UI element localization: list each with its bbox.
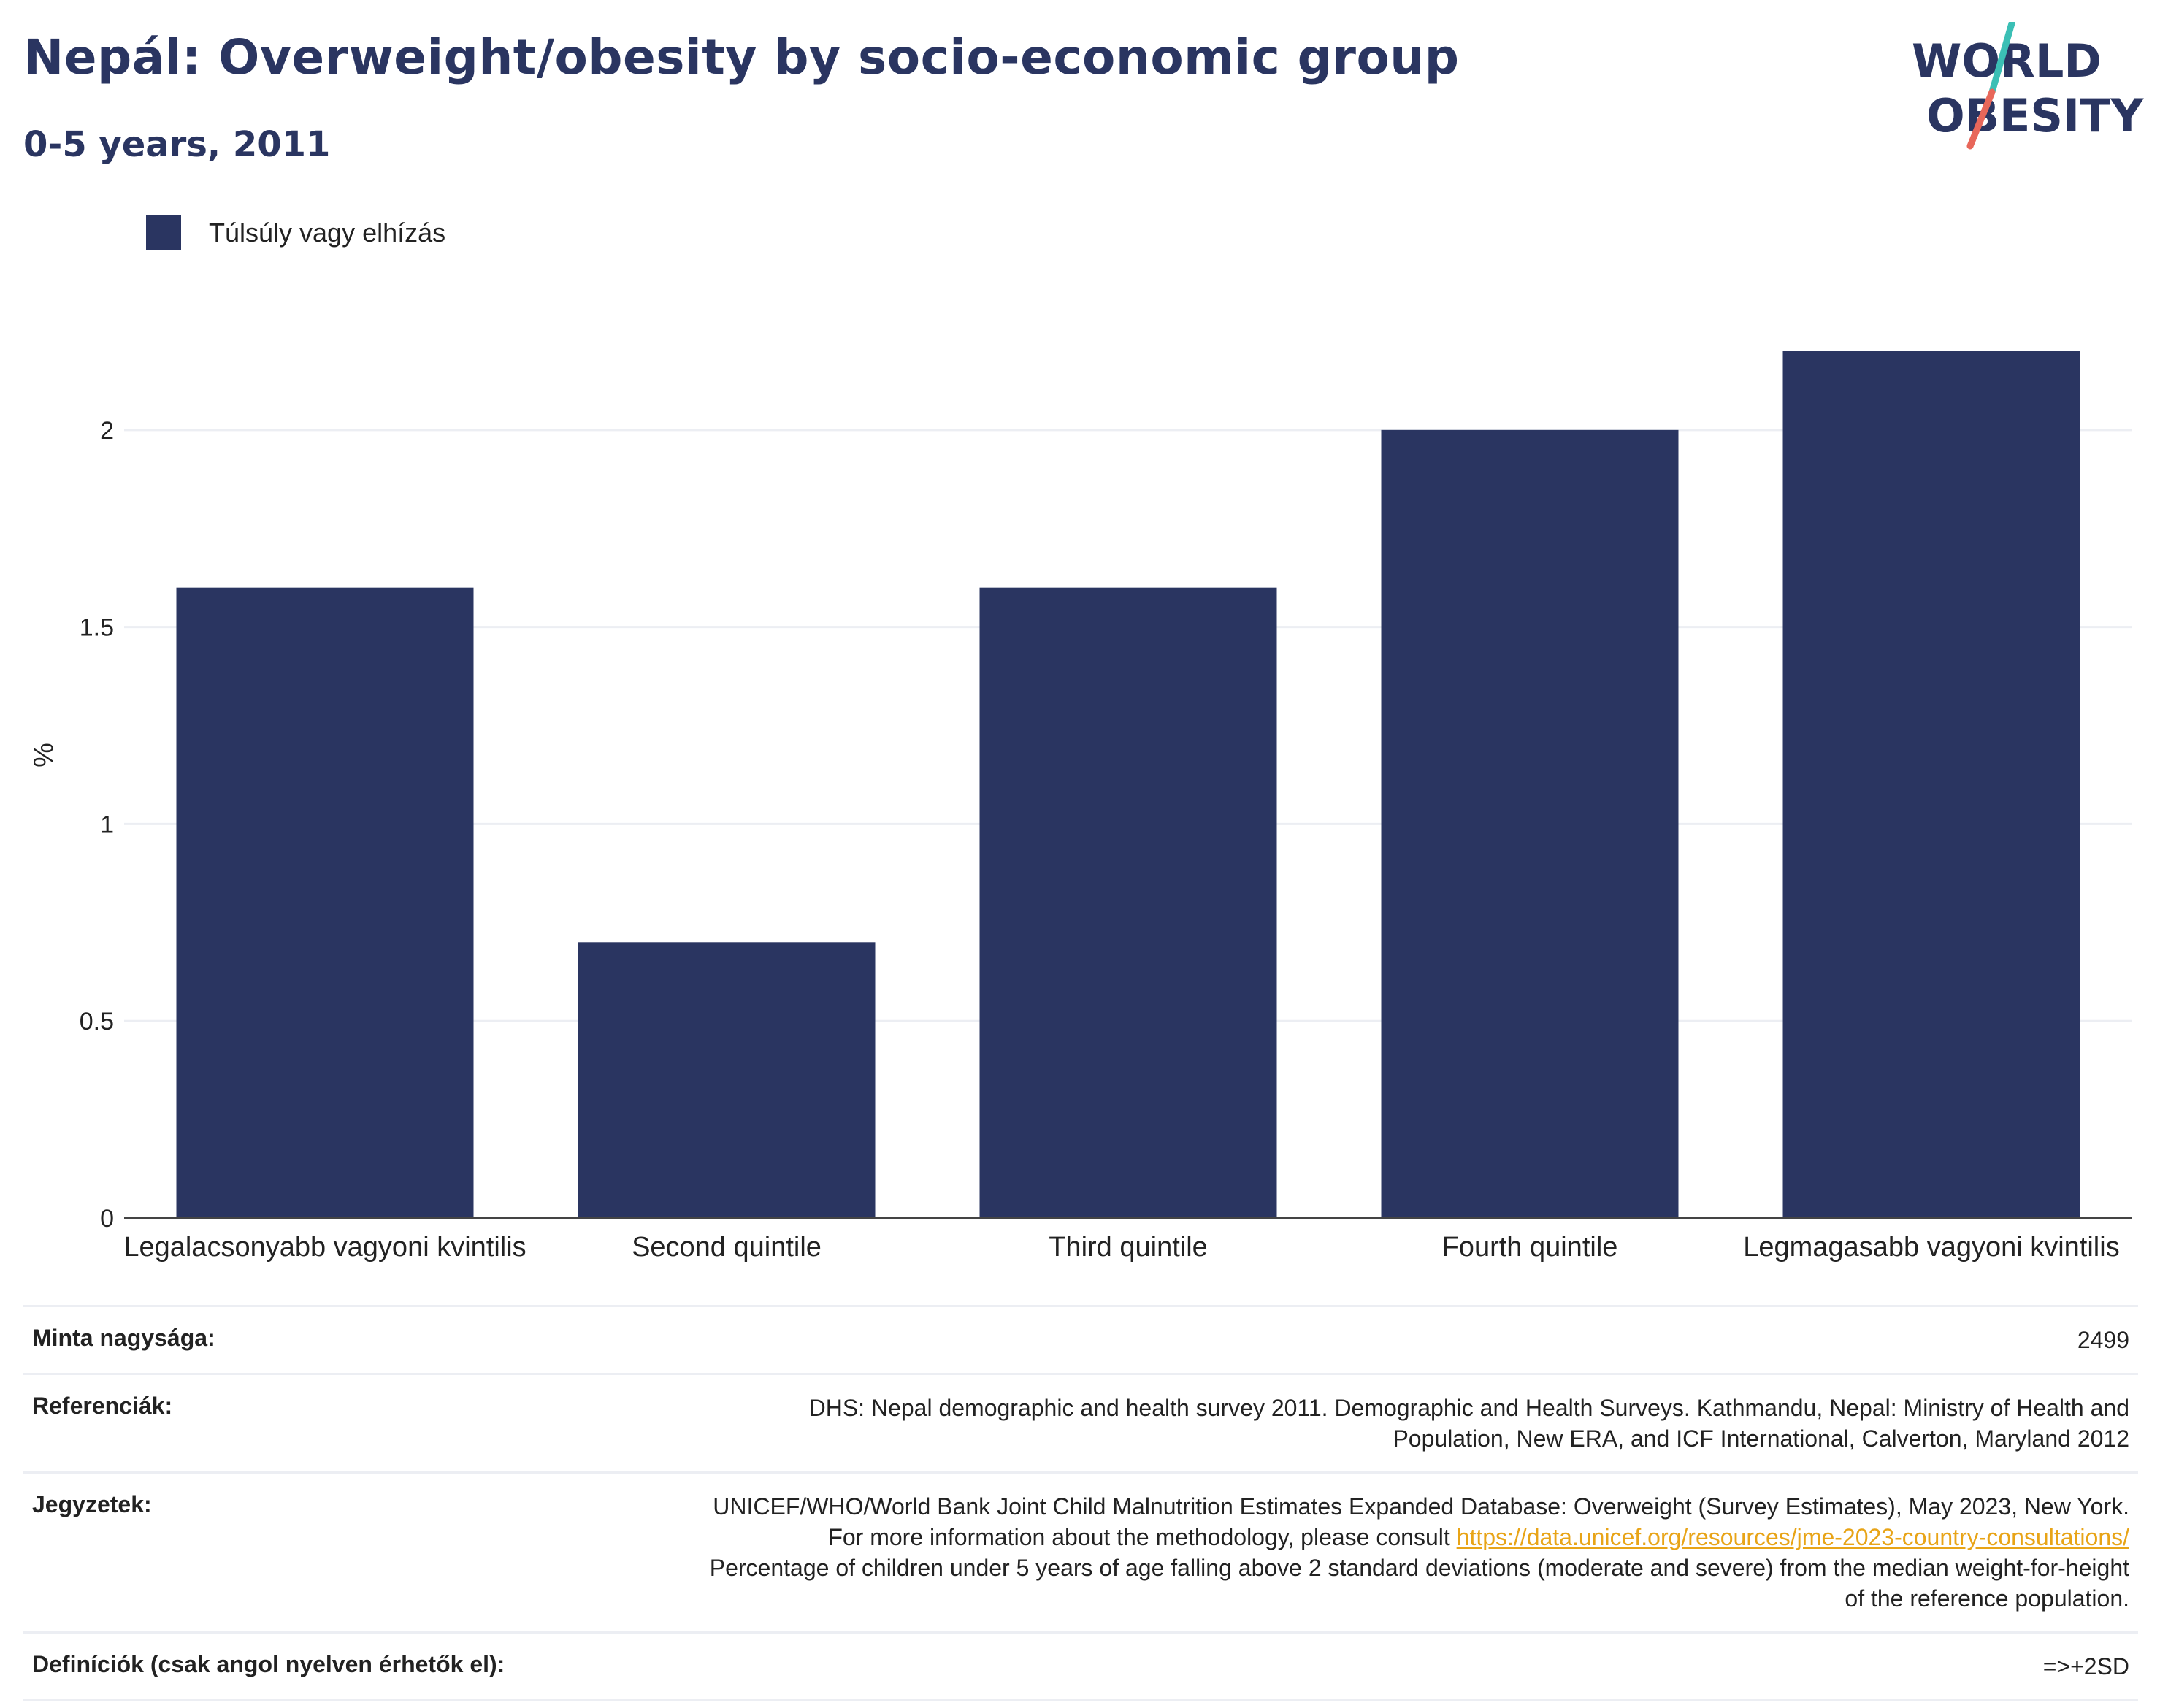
bar-chart: 0 0.5 1 1.5 2% Legalacsonyabb vagyoni kvintil…	[28, 351, 2132, 1263]
x-tick-label: Second quintile	[632, 1232, 822, 1263]
notes-text-before: UNICEF/WHO/World Bank Joint Child Malnut…	[713, 1493, 2129, 1550]
notes-text-after: Percentage of children under 5 years of …	[709, 1555, 2129, 1612]
metadata-table: Minta nagysága: 2499 Referenciák: DHS: N…	[23, 1305, 2138, 1701]
y-tick-label: 0	[100, 1205, 114, 1233]
bar	[578, 942, 876, 1218]
y-tick-label: 1	[100, 811, 114, 838]
chart-legend[interactable]: Túlsúly vagy elhízás	[146, 215, 445, 250]
definitions-label: Definíciók (csak angol nyelven érhetők e…	[23, 1631, 698, 1701]
bar	[979, 587, 1277, 1218]
y-tick-label: 1.5	[80, 614, 114, 642]
sample-size-label: Minta nagysága:	[23, 1305, 698, 1375]
x-tick-label: Legmagasabb vagyoni kvintilis	[1743, 1232, 2119, 1263]
x-tick-label: Fourth quintile	[1442, 1232, 1618, 1263]
logo-slash-coral	[1966, 88, 1996, 150]
definitions-value: =>+2SD	[698, 1631, 2138, 1701]
meta-row-references: Referenciák: DHS: Nepal demographic and …	[23, 1373, 2138, 1474]
x-tick-label: Legalacsonyabb vagyoni kvintilis	[123, 1232, 526, 1263]
bar	[1782, 351, 2080, 1218]
references-label: Referenciák:	[23, 1373, 698, 1474]
notes-value: UNICEF/WHO/World Bank Joint Child Malnut…	[698, 1471, 2138, 1634]
y-tick-label: 0.5	[80, 1008, 114, 1035]
notes-link[interactable]: https://data.unicef.org/resources/jme-20…	[1456, 1524, 2129, 1550]
page-title: Nepál: Overweight/obesity by socio-econo…	[23, 29, 1460, 85]
x-tick-label: Third quintile	[1049, 1232, 1208, 1263]
sample-size-value: 2499	[698, 1305, 2138, 1375]
bar	[1381, 429, 1679, 1218]
y-tick-label: 2	[100, 417, 114, 445]
bar	[176, 587, 474, 1218]
meta-row-sample-size: Minta nagysága: 2499	[23, 1305, 2138, 1375]
page-subtitle: 0-5 years, 2011	[23, 124, 331, 165]
legend-swatch	[146, 215, 181, 250]
notes-label: Jegyzetek:	[23, 1471, 698, 1634]
world-obesity-logo: WORLD OBESITY	[1912, 22, 2144, 150]
logo-line-2: OBESITY	[1926, 89, 2144, 142]
legend-label: Túlsúly vagy elhízás	[209, 218, 446, 248]
meta-row-notes: Jegyzetek: UNICEF/WHO/World Bank Joint C…	[23, 1471, 2138, 1634]
logo-slash-teal	[1988, 22, 2015, 96]
y-axis-label: %	[28, 743, 59, 767]
meta-row-definitions: Definíciók (csak angol nyelven érhetők e…	[23, 1631, 2138, 1701]
references-value: DHS: Nepal demographic and health survey…	[698, 1373, 2138, 1474]
